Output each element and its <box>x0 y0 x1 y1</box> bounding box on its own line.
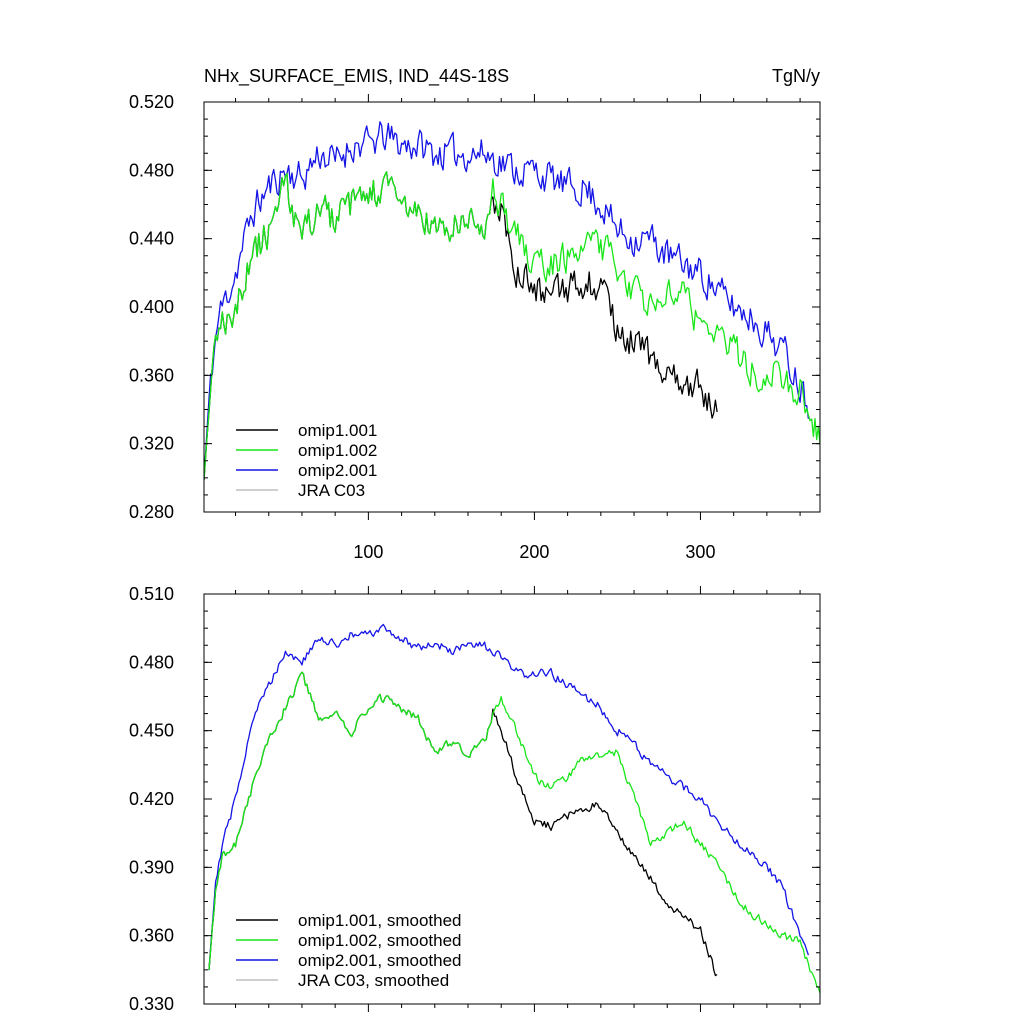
legend-label: JRA C03 <box>298 481 365 500</box>
y-tick-label: 0.520 <box>129 92 174 112</box>
y-tick-label: 0.440 <box>129 229 174 249</box>
series-line-omip2-001 <box>204 121 810 478</box>
x-tick-label: 100 <box>353 542 383 562</box>
y-tick-label: 0.330 <box>129 994 174 1014</box>
series-line-omip1-001 <box>208 671 718 977</box>
legend-label: JRA C03, smoothed <box>298 971 449 990</box>
bottom-plot-frame <box>203 593 821 1005</box>
series-line-omip2-001 <box>208 623 810 971</box>
bottom-axes-ticks: 0.330 0.360 0.390 0.420 0.450 0.480 0.510 <box>129 584 820 1014</box>
y-tick-label: 0.400 <box>129 297 174 317</box>
legend-label: omip2.001, smoothed <box>298 951 462 970</box>
legend-label: omip2.001 <box>298 461 377 480</box>
chart-title: NHx_SURFACE_EMIS, IND_44S-18S <box>204 66 509 87</box>
x-tick-label: 200 <box>519 542 549 562</box>
legend-label: omip1.002, smoothed <box>298 931 462 950</box>
units-label: TgN/y <box>772 66 820 86</box>
top-panel: NHx_SURFACE_EMIS, IND_44S-18S TgN/y 0.28… <box>129 66 821 562</box>
y-tick-label: 0.480 <box>129 652 174 672</box>
y-tick-label: 0.360 <box>129 365 174 385</box>
bottom-series-group <box>208 623 820 994</box>
top-series-group <box>204 121 820 481</box>
y-tick-label: 0.420 <box>129 789 174 809</box>
top-axes-ticks: 0.280 0.320 0.360 0.400 0.440 0.480 0.520 100 20… <box>129 92 820 562</box>
y-tick-label: 0.480 <box>129 160 174 180</box>
x-tick-label: 300 <box>685 542 715 562</box>
y-tick-label: 0.450 <box>129 721 174 741</box>
y-tick-label: 0.390 <box>129 857 174 877</box>
series-line-omip1-002 <box>208 671 820 994</box>
y-tick-label: 0.360 <box>129 926 174 946</box>
y-tick-label: 0.280 <box>129 502 174 522</box>
bottom-panel: 0.330 0.360 0.390 0.420 0.450 0.480 0.510 omip… <box>129 584 821 1014</box>
y-tick-label: 0.320 <box>129 434 174 454</box>
legend-label: omip1.001, smoothed <box>298 911 462 930</box>
legend-label: omip1.001 <box>298 421 377 440</box>
y-tick-label: 0.510 <box>129 584 174 604</box>
series-line-omip1-002 <box>204 171 820 481</box>
legend-label: omip1.002 <box>298 441 377 460</box>
